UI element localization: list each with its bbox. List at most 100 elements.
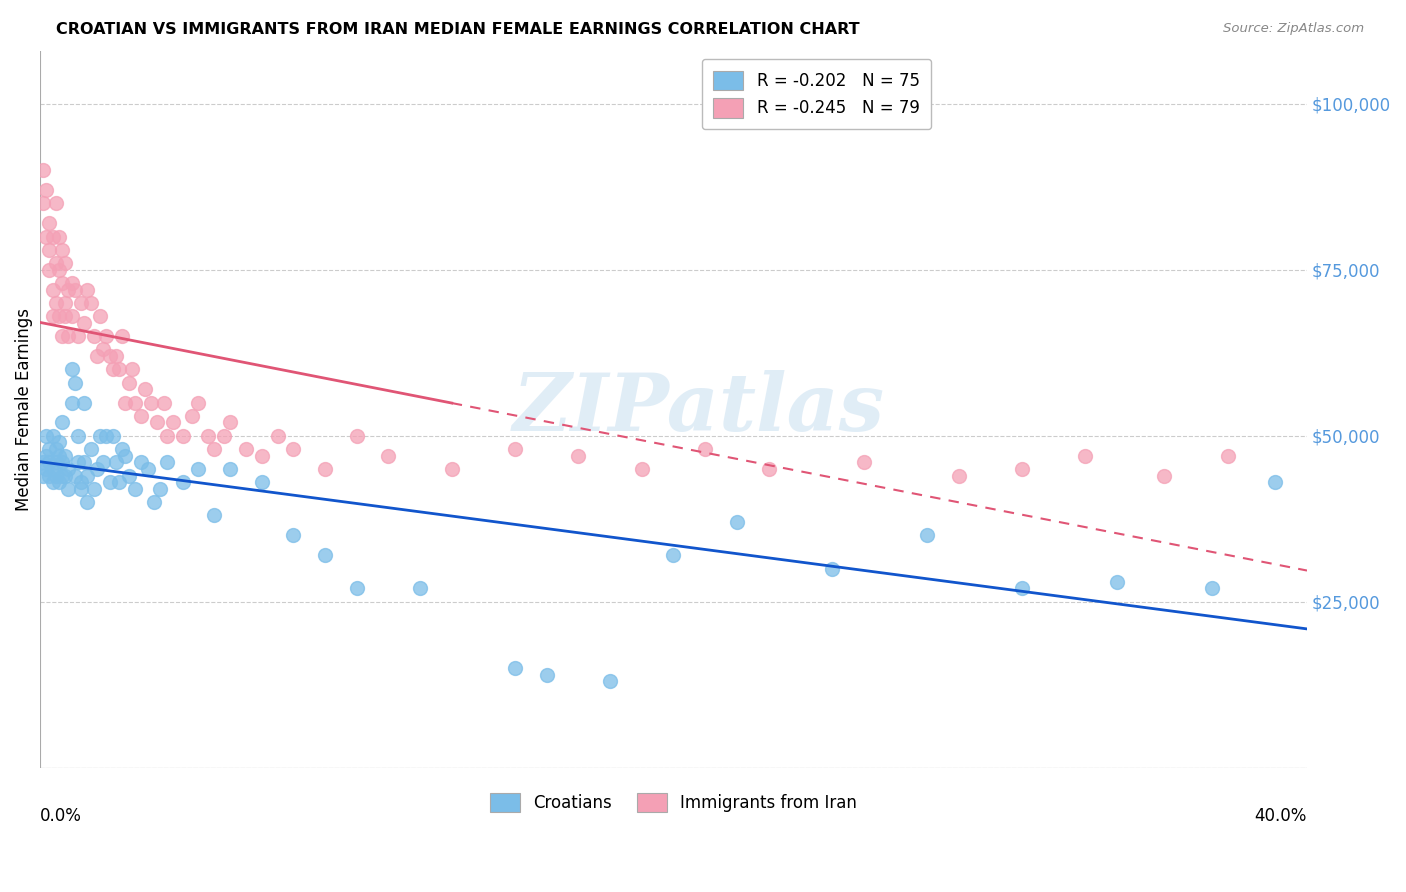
Point [73, 316, 96, 330]
Point [202, 508, 225, 523]
Point [630, 462, 652, 476]
Point [377, 449, 399, 463]
Point [162, 416, 184, 430]
Point [51, 416, 73, 430]
Text: CROATIAN VS IMMIGRANTS FROM IRAN MEDIAN FEMALE EARNINGS CORRELATION CHART: CROATIAN VS IMMIGRANTS FROM IRAN MEDIAN … [56, 22, 860, 37]
Point [51, 276, 73, 290]
Point [53, 310, 76, 324]
Point [32, 163, 55, 178]
Point [32, 455, 55, 469]
Point [662, 548, 685, 562]
Point [53, 468, 76, 483]
Point [187, 462, 209, 476]
Point [86, 462, 108, 476]
Point [70, 296, 93, 310]
Point [51, 329, 73, 343]
Point [73, 395, 96, 409]
Point [250, 449, 273, 463]
Point [1011, 582, 1033, 596]
Point [53, 449, 76, 463]
Point [51, 455, 73, 469]
Point [1074, 449, 1097, 463]
Point [63, 468, 86, 483]
Point [35, 183, 58, 197]
Point [98, 475, 121, 490]
Point [758, 462, 780, 476]
Point [45, 256, 67, 270]
Point [134, 382, 156, 396]
Point [41, 475, 63, 490]
Point [567, 449, 589, 463]
Point [63, 283, 86, 297]
Point [1011, 462, 1033, 476]
Point [108, 475, 131, 490]
Point [79, 296, 101, 310]
Point [1201, 582, 1223, 596]
Point [38, 243, 60, 257]
Point [283, 528, 305, 542]
Point [35, 449, 58, 463]
Point [38, 442, 60, 456]
Point [172, 475, 194, 490]
Point [156, 455, 179, 469]
Point [60, 276, 83, 290]
Point [187, 395, 209, 409]
Point [45, 442, 67, 456]
Text: Source: ZipAtlas.com: Source: ZipAtlas.com [1223, 22, 1364, 36]
Legend: Croatians, Immigrants from Iran: Croatians, Immigrants from Iran [481, 784, 866, 821]
Point [314, 548, 336, 562]
Point [118, 376, 141, 390]
Point [181, 409, 204, 423]
Point [83, 482, 105, 496]
Point [48, 449, 70, 463]
Point [101, 429, 124, 443]
Point [58, 462, 80, 476]
Point [503, 661, 526, 675]
Point [212, 429, 235, 443]
Point [948, 468, 970, 483]
Point [139, 395, 162, 409]
Point [51, 243, 73, 257]
Point [45, 196, 67, 211]
Point [41, 310, 63, 324]
Point [852, 455, 875, 469]
Point [111, 442, 134, 456]
Point [131, 409, 153, 423]
Point [915, 528, 938, 542]
Point [41, 283, 63, 297]
Point [152, 395, 174, 409]
Point [53, 296, 76, 310]
Point [48, 229, 70, 244]
Point [124, 482, 146, 496]
Point [111, 329, 134, 343]
Point [503, 442, 526, 456]
Point [156, 429, 179, 443]
Point [235, 442, 257, 456]
Point [60, 310, 83, 324]
Point [63, 376, 86, 390]
Point [314, 462, 336, 476]
Point [66, 329, 89, 343]
Point [48, 310, 70, 324]
Point [197, 429, 219, 443]
Point [96, 429, 118, 443]
Point [440, 462, 463, 476]
Point [1264, 475, 1286, 490]
Point [219, 462, 242, 476]
Point [118, 468, 141, 483]
Point [76, 468, 98, 483]
Point [725, 515, 748, 529]
Point [136, 462, 159, 476]
Point [89, 310, 111, 324]
Text: 40.0%: 40.0% [1254, 807, 1308, 825]
Point [101, 362, 124, 376]
Point [66, 455, 89, 469]
Point [1153, 468, 1175, 483]
Point [66, 429, 89, 443]
Point [346, 429, 368, 443]
Point [91, 455, 114, 469]
Point [143, 495, 166, 509]
Point [48, 475, 70, 490]
Point [104, 349, 127, 363]
Point [41, 462, 63, 476]
